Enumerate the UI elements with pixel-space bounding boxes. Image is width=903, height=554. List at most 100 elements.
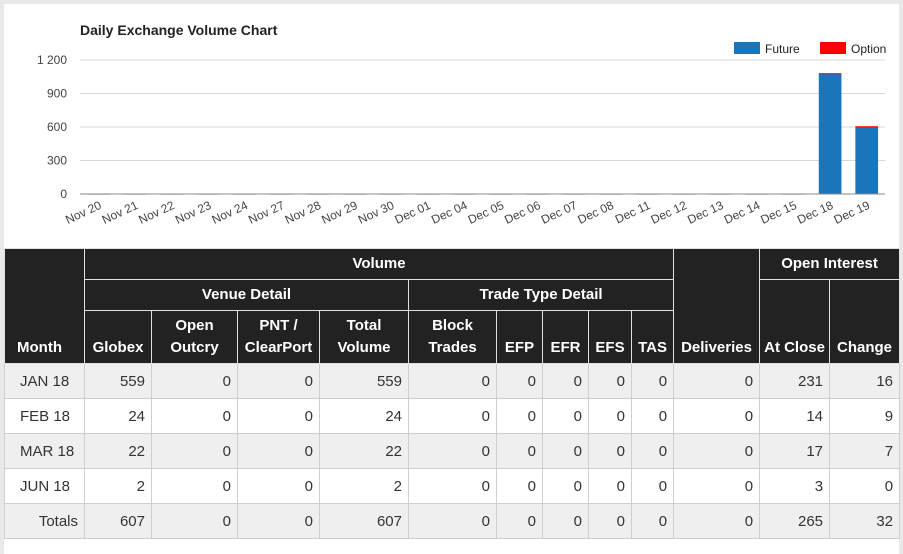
cell-month: FEB 18: [4, 398, 85, 434]
totals-efs: 0: [588, 503, 632, 539]
header-trade-type-detail: Trade Type Detail: [407, 279, 675, 311]
header-efp[interactable]: EFP: [496, 310, 543, 364]
x-tick-label: Nov 23: [173, 198, 214, 227]
legend-swatch-option: [820, 42, 846, 54]
chart-legend: Future Option: [734, 42, 886, 56]
header-volume: Volume: [83, 248, 675, 280]
table-row: FEB 18 24 0 0 24 0 0 0 0 0 0 14 9: [4, 398, 901, 434]
cell-block: 0: [408, 468, 497, 504]
header-total-volume[interactable]: Total Volume: [319, 310, 409, 364]
totals-efr: 0: [542, 503, 589, 539]
cell-efp: 0: [496, 398, 543, 434]
table-row: JUN 18 2 0 0 2 0 0 0 0 0 0 3 0: [4, 468, 901, 504]
x-tick-label: Nov 28: [283, 198, 324, 227]
cell-pnt: 0: [237, 433, 320, 469]
cell-month: JAN 18: [4, 363, 85, 399]
header-efr[interactable]: EFR: [542, 310, 589, 364]
bar-option-20[interactable]: [818, 73, 842, 75]
cell-total: 2: [319, 468, 409, 504]
cell-efr: 0: [542, 363, 589, 399]
cell-efr: 0: [542, 398, 589, 434]
cell-deliveries: 0: [673, 363, 761, 399]
header-tas[interactable]: TAS: [630, 310, 675, 364]
cell-total: 24: [319, 398, 409, 434]
x-tick-label: Nov 27: [246, 198, 287, 227]
header-efs[interactable]: EFS: [588, 310, 632, 364]
legend-label-future[interactable]: Future: [765, 42, 800, 56]
y-tick-label: 900: [47, 87, 67, 101]
cell-open-outcry: 0: [151, 398, 238, 434]
header-at-close[interactable]: At Close: [759, 279, 831, 364]
x-tick-label: Nov 24: [210, 198, 251, 227]
cell-total: 559: [319, 363, 409, 399]
cell-deliveries: 0: [673, 398, 761, 434]
bar-future-20[interactable]: [818, 73, 842, 194]
cell-efp: 0: [496, 468, 543, 504]
cell-at-close: 3: [759, 468, 831, 504]
x-tick-label: Dec 06: [502, 198, 543, 227]
cell-efs: 0: [588, 363, 632, 399]
cell-efs: 0: [588, 398, 632, 434]
cell-efr: 0: [542, 433, 589, 469]
totals-tas: 0: [630, 503, 675, 539]
header-deliveries[interactable]: Deliveries: [673, 248, 761, 364]
x-tick-label: Nov 20: [63, 198, 104, 227]
x-tick-label: Dec 07: [539, 198, 580, 227]
cell-at-close: 231: [759, 363, 831, 399]
y-tick-label: 300: [47, 154, 67, 168]
cell-globex: 559: [84, 363, 152, 399]
cell-pnt: 0: [237, 363, 320, 399]
bar-option-21[interactable]: [855, 126, 879, 128]
cell-tas: 0: [630, 398, 675, 434]
cell-deliveries: 0: [673, 468, 761, 504]
cell-open-outcry: 0: [151, 433, 238, 469]
cell-efs: 0: [588, 468, 632, 504]
cell-open-outcry: 0: [151, 363, 238, 399]
x-tick-label: Dec 13: [685, 198, 726, 227]
cell-pnt: 0: [237, 398, 320, 434]
legend-label-option[interactable]: Option: [851, 42, 886, 56]
totals-month: Totals: [4, 503, 85, 539]
header-globex[interactable]: Globex: [84, 310, 152, 364]
totals-row: Totals 607 0 0 607 0 0 0 0 0 0 265 32: [4, 503, 901, 539]
x-tick-label: Dec 19: [832, 198, 873, 227]
totals-at-close: 265: [759, 503, 831, 539]
x-tick-label: Nov 21: [100, 198, 141, 227]
totals-deliveries: 0: [673, 503, 761, 539]
totals-block: 0: [408, 503, 497, 539]
cell-efr: 0: [542, 468, 589, 504]
table-body: JAN 18 559 0 0 559 0 0 0 0 0 0 231 16 FEB 18 24 0 0 24 0 0 0…: [4, 363, 901, 539]
header-pnt-clearport[interactable]: PNT / ClearPort: [237, 310, 320, 364]
x-tick-label: Dec 05: [466, 198, 507, 227]
cell-at-close: 14: [759, 398, 831, 434]
totals-change: 32: [829, 503, 901, 539]
y-tick-label: 600: [47, 120, 67, 134]
cell-block: 0: [408, 398, 497, 434]
legend-swatch-future: [734, 42, 760, 54]
cell-deliveries: 0: [673, 433, 761, 469]
volume-table: Month Volume Deliveries Open Interest Ve…: [4, 248, 901, 539]
x-tick-label: Dec 18: [795, 198, 836, 227]
x-tick-label: Dec 01: [392, 198, 433, 227]
cell-at-close: 17: [759, 433, 831, 469]
cell-open-outcry: 0: [151, 468, 238, 504]
cell-total: 22: [319, 433, 409, 469]
cell-globex: 24: [84, 398, 152, 434]
x-tick-label: Dec 04: [429, 198, 470, 227]
table-row: JAN 18 559 0 0 559 0 0 0 0 0 0 231 16: [4, 363, 901, 399]
header-change[interactable]: Change: [829, 279, 901, 364]
bars: [86, 73, 879, 195]
table-row: MAR 18 22 0 0 22 0 0 0 0 0 0 17 7: [4, 433, 901, 469]
header-month[interactable]: Month: [4, 248, 85, 364]
cell-globex: 2: [84, 468, 152, 504]
header-open-outcry[interactable]: Open Outcry: [151, 310, 238, 364]
cell-month: JUN 18: [4, 468, 85, 504]
header-block-trades[interactable]: Block Trades: [408, 310, 497, 364]
cell-tas: 0: [630, 468, 675, 504]
bar-future-21[interactable]: [855, 127, 879, 194]
cell-globex: 22: [84, 433, 152, 469]
cell-change: 7: [829, 433, 901, 469]
x-tick-label: Dec 15: [758, 198, 799, 227]
chart-title: Daily Exchange Volume Chart: [80, 22, 278, 38]
cell-efp: 0: [496, 363, 543, 399]
